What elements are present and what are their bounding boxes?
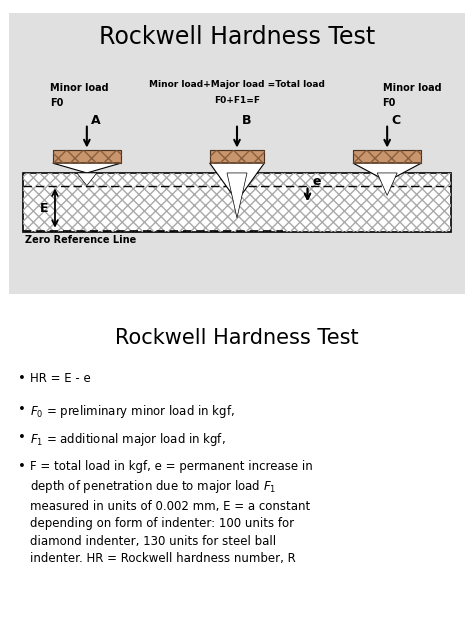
Text: $F_0$ = preliminary minor load in kgf,: $F_0$ = preliminary minor load in kgf, — [30, 403, 235, 420]
Text: E: E — [40, 202, 48, 215]
Polygon shape — [227, 173, 247, 218]
Polygon shape — [77, 173, 97, 186]
Text: F0: F0 — [50, 99, 64, 109]
Polygon shape — [353, 150, 421, 163]
Polygon shape — [53, 163, 121, 173]
Text: Zero Reference Line: Zero Reference Line — [26, 235, 137, 245]
Bar — [23, 173, 451, 232]
Text: $F_1$ = additional major load in kgf,: $F_1$ = additional major load in kgf, — [30, 431, 226, 448]
Polygon shape — [210, 163, 264, 201]
Polygon shape — [210, 150, 264, 163]
Text: F0+F1=F: F0+F1=F — [214, 95, 260, 105]
Text: •: • — [18, 403, 26, 415]
Polygon shape — [53, 150, 121, 163]
Text: B: B — [242, 114, 251, 127]
Text: Rockwell Hardness Test: Rockwell Hardness Test — [99, 25, 375, 49]
Text: F0: F0 — [383, 99, 396, 109]
Text: •: • — [18, 372, 26, 385]
Text: Minor load: Minor load — [50, 83, 109, 93]
Text: e: e — [313, 175, 321, 188]
Polygon shape — [353, 163, 421, 181]
Text: A: A — [91, 114, 101, 127]
Text: •: • — [18, 459, 26, 473]
Text: HR = E - e: HR = E - e — [30, 372, 91, 385]
Text: C: C — [392, 114, 401, 127]
Text: Minor load+Major load =Total load: Minor load+Major load =Total load — [149, 80, 325, 89]
Text: Minor load: Minor load — [383, 83, 441, 93]
Bar — [23, 173, 451, 232]
Polygon shape — [377, 173, 397, 195]
Text: Rockwell Hardness Test: Rockwell Hardness Test — [115, 328, 359, 348]
Text: F = total load in kgf, e = permanent increase in
depth of penetration due to maj: F = total load in kgf, e = permanent inc… — [30, 459, 313, 565]
Text: •: • — [18, 431, 26, 444]
